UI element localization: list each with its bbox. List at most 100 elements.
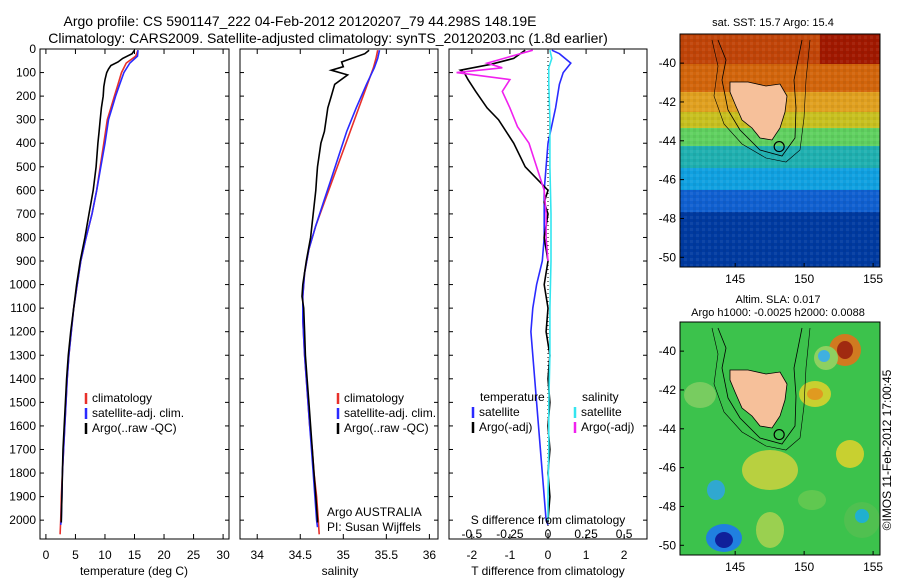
depth-tick-label: 1800 — [9, 466, 36, 480]
difference-x-axis: -0.5 -0.25 0 0.25 0.5 -2 -1 0 1 2 — [462, 49, 633, 562]
map-y-tick-label: -48 — [659, 211, 677, 225]
depth-tick-label: 1700 — [9, 442, 36, 456]
depth-tick-label: 1300 — [9, 348, 36, 362]
salinity-series — [301, 49, 381, 535]
sst-shelf-contour — [717, 39, 803, 157]
depth-tick-label: 300 — [16, 113, 36, 127]
legend-entry-label: climatology — [344, 391, 404, 405]
x-tick-label: 35 — [337, 548, 351, 562]
tasmania-landmass — [729, 81, 788, 141]
pi-label: PI: Susan Wijffels — [327, 520, 421, 534]
x-tick-label: -1 — [505, 548, 516, 562]
legend-entry-label: Argo(-adj) — [479, 420, 532, 434]
map-y-tick-label: -50 — [659, 250, 677, 264]
top-x-tick-label: -0.25 — [496, 527, 524, 541]
sst-argo-marker — [773, 140, 785, 153]
legend-entry-label: climatology — [92, 391, 152, 405]
depth-axis: 0 100 200 300 400 500 600 700 800 900 1000 1100 1200… — [9, 42, 229, 527]
difference-panel: -0.5 -0.25 0 0.25 0.5 -2 -1 0 1 2 S difference fr… — [448, 48, 648, 578]
sla-field — [680, 322, 880, 555]
depth-tick-label: 200 — [16, 89, 36, 103]
top-x-tick-label: -0.5 — [462, 527, 483, 541]
map-y-tick-label: -42 — [659, 383, 677, 397]
s-difference-label: S difference from climatology — [471, 513, 626, 527]
depth-tick-label: 500 — [16, 160, 36, 174]
sla-contour-2 — [711, 327, 811, 451]
x-tick-label: 0 — [545, 548, 552, 562]
depth-tick-label: 900 — [16, 254, 36, 268]
map-y-tick-label: -40 — [659, 56, 677, 70]
legend-entry-label: satellite — [581, 405, 622, 419]
map-y-tick-label: -42 — [659, 95, 677, 109]
map-x-tick-label: 155 — [863, 560, 883, 574]
sla-map-axes: 145 150 155 -40 -42 -44 -46 -48 -50 — [659, 344, 884, 574]
sla-map-frame — [679, 321, 881, 556]
legend-entry-label: Argo(-adj) — [581, 420, 634, 434]
map-y-tick-label: -48 — [659, 499, 677, 513]
map-x-tick-label: 150 — [794, 560, 814, 574]
series-line-temperature-satellite — [530, 49, 572, 526]
depth-tick-label: 2000 — [9, 513, 36, 527]
difference-legend: temperature salinitysatelliteArgo(-adj)sa… — [471, 390, 634, 434]
legend-entry-label: Argo(..raw -QC) — [92, 421, 177, 435]
x-tick-label: 34 — [251, 548, 265, 562]
x-tick-label: 15 — [128, 548, 142, 562]
sst-map-frame — [679, 33, 881, 268]
figure-title-line1: Argo profile: CS 5901147_222 04-Feb-2012… — [63, 13, 536, 29]
temperature-x-axis: 0 5 10 15 20 25 30 — [43, 49, 230, 562]
salinity-panel: 34 34.5 35 35.5 36 salinity climatologysatel… — [239, 48, 439, 578]
difference-series — [456, 49, 572, 526]
x-tick-label: 20 — [157, 548, 171, 562]
x-tick-label: -2 — [467, 548, 478, 562]
depth-tick-label: 1400 — [9, 372, 36, 386]
sla-map: Altim. SLA: 0.017 Argo h1000: -0.0025 h2… — [659, 294, 894, 574]
map-y-tick-label: -46 — [659, 461, 677, 475]
map-y-tick-label: -46 — [659, 173, 677, 187]
map-x-tick-label: 145 — [725, 560, 745, 574]
x-tick-label: 36 — [423, 548, 437, 562]
series-line-salinity-argo-adj- — [456, 49, 549, 262]
map-y-tick-label: -44 — [659, 134, 677, 148]
legend-entry-label: satellite — [479, 405, 520, 419]
depth-tick-label: 1500 — [9, 395, 36, 409]
sst-map: sat. SST: 15.7 Argo: 15.4 145 150 155 -40 -4… — [659, 17, 884, 286]
sla-map-title-line1: Altim. SLA: 0.017 — [736, 294, 821, 306]
legend-heading-salinity: salinity — [582, 390, 619, 404]
depth-tick-label: 700 — [16, 207, 36, 221]
legend-entry-label: Argo(..raw -QC) — [344, 421, 429, 435]
x-tick-label: 2 — [621, 548, 628, 562]
x-tick-label: 10 — [98, 548, 112, 562]
difference-y-ticks — [449, 48, 647, 521]
salinity-xlabel: salinity — [322, 564, 359, 578]
depth-tick-label: 1900 — [9, 490, 36, 504]
x-tick-label: 1 — [583, 548, 590, 562]
depth-tick-label: 800 — [16, 230, 36, 244]
temperature-xlabel: temperature (deg C) — [80, 564, 188, 578]
sst-field — [680, 34, 880, 267]
depth-tick-label: 0 — [29, 42, 36, 56]
x-tick-label: 5 — [72, 548, 79, 562]
map-x-tick-label: 150 — [794, 272, 814, 286]
salinity-x-axis: 34 34.5 35 35.5 36 — [251, 49, 437, 562]
salinity-y-ticks — [240, 48, 438, 521]
series-line-argo-raw-qc- — [60, 49, 136, 523]
sst-map-title: sat. SST: 15.7 Argo: 15.4 — [712, 17, 834, 29]
depth-tick-label: 1000 — [9, 278, 36, 292]
depth-tick-label: 1600 — [9, 419, 36, 433]
sla-shelf-contour — [717, 327, 803, 445]
temperature-series — [59, 49, 139, 535]
map-y-tick-label: -40 — [659, 344, 677, 358]
map-y-tick-label: -44 — [659, 422, 677, 436]
top-x-tick-label: 0.25 — [574, 527, 598, 541]
legend-heading-temperature: temperature — [480, 390, 545, 404]
depth-tick-label: 600 — [16, 183, 36, 197]
series-line-argo-raw-qc- — [301, 49, 370, 523]
sla-argo-marker — [773, 428, 785, 441]
map-x-tick-label: 155 — [863, 272, 883, 286]
t-difference-label: T difference from climatology — [471, 564, 625, 578]
depth-tick-label: 400 — [16, 136, 36, 150]
x-tick-label: 25 — [187, 548, 201, 562]
depth-tick-label: 1200 — [9, 325, 36, 339]
